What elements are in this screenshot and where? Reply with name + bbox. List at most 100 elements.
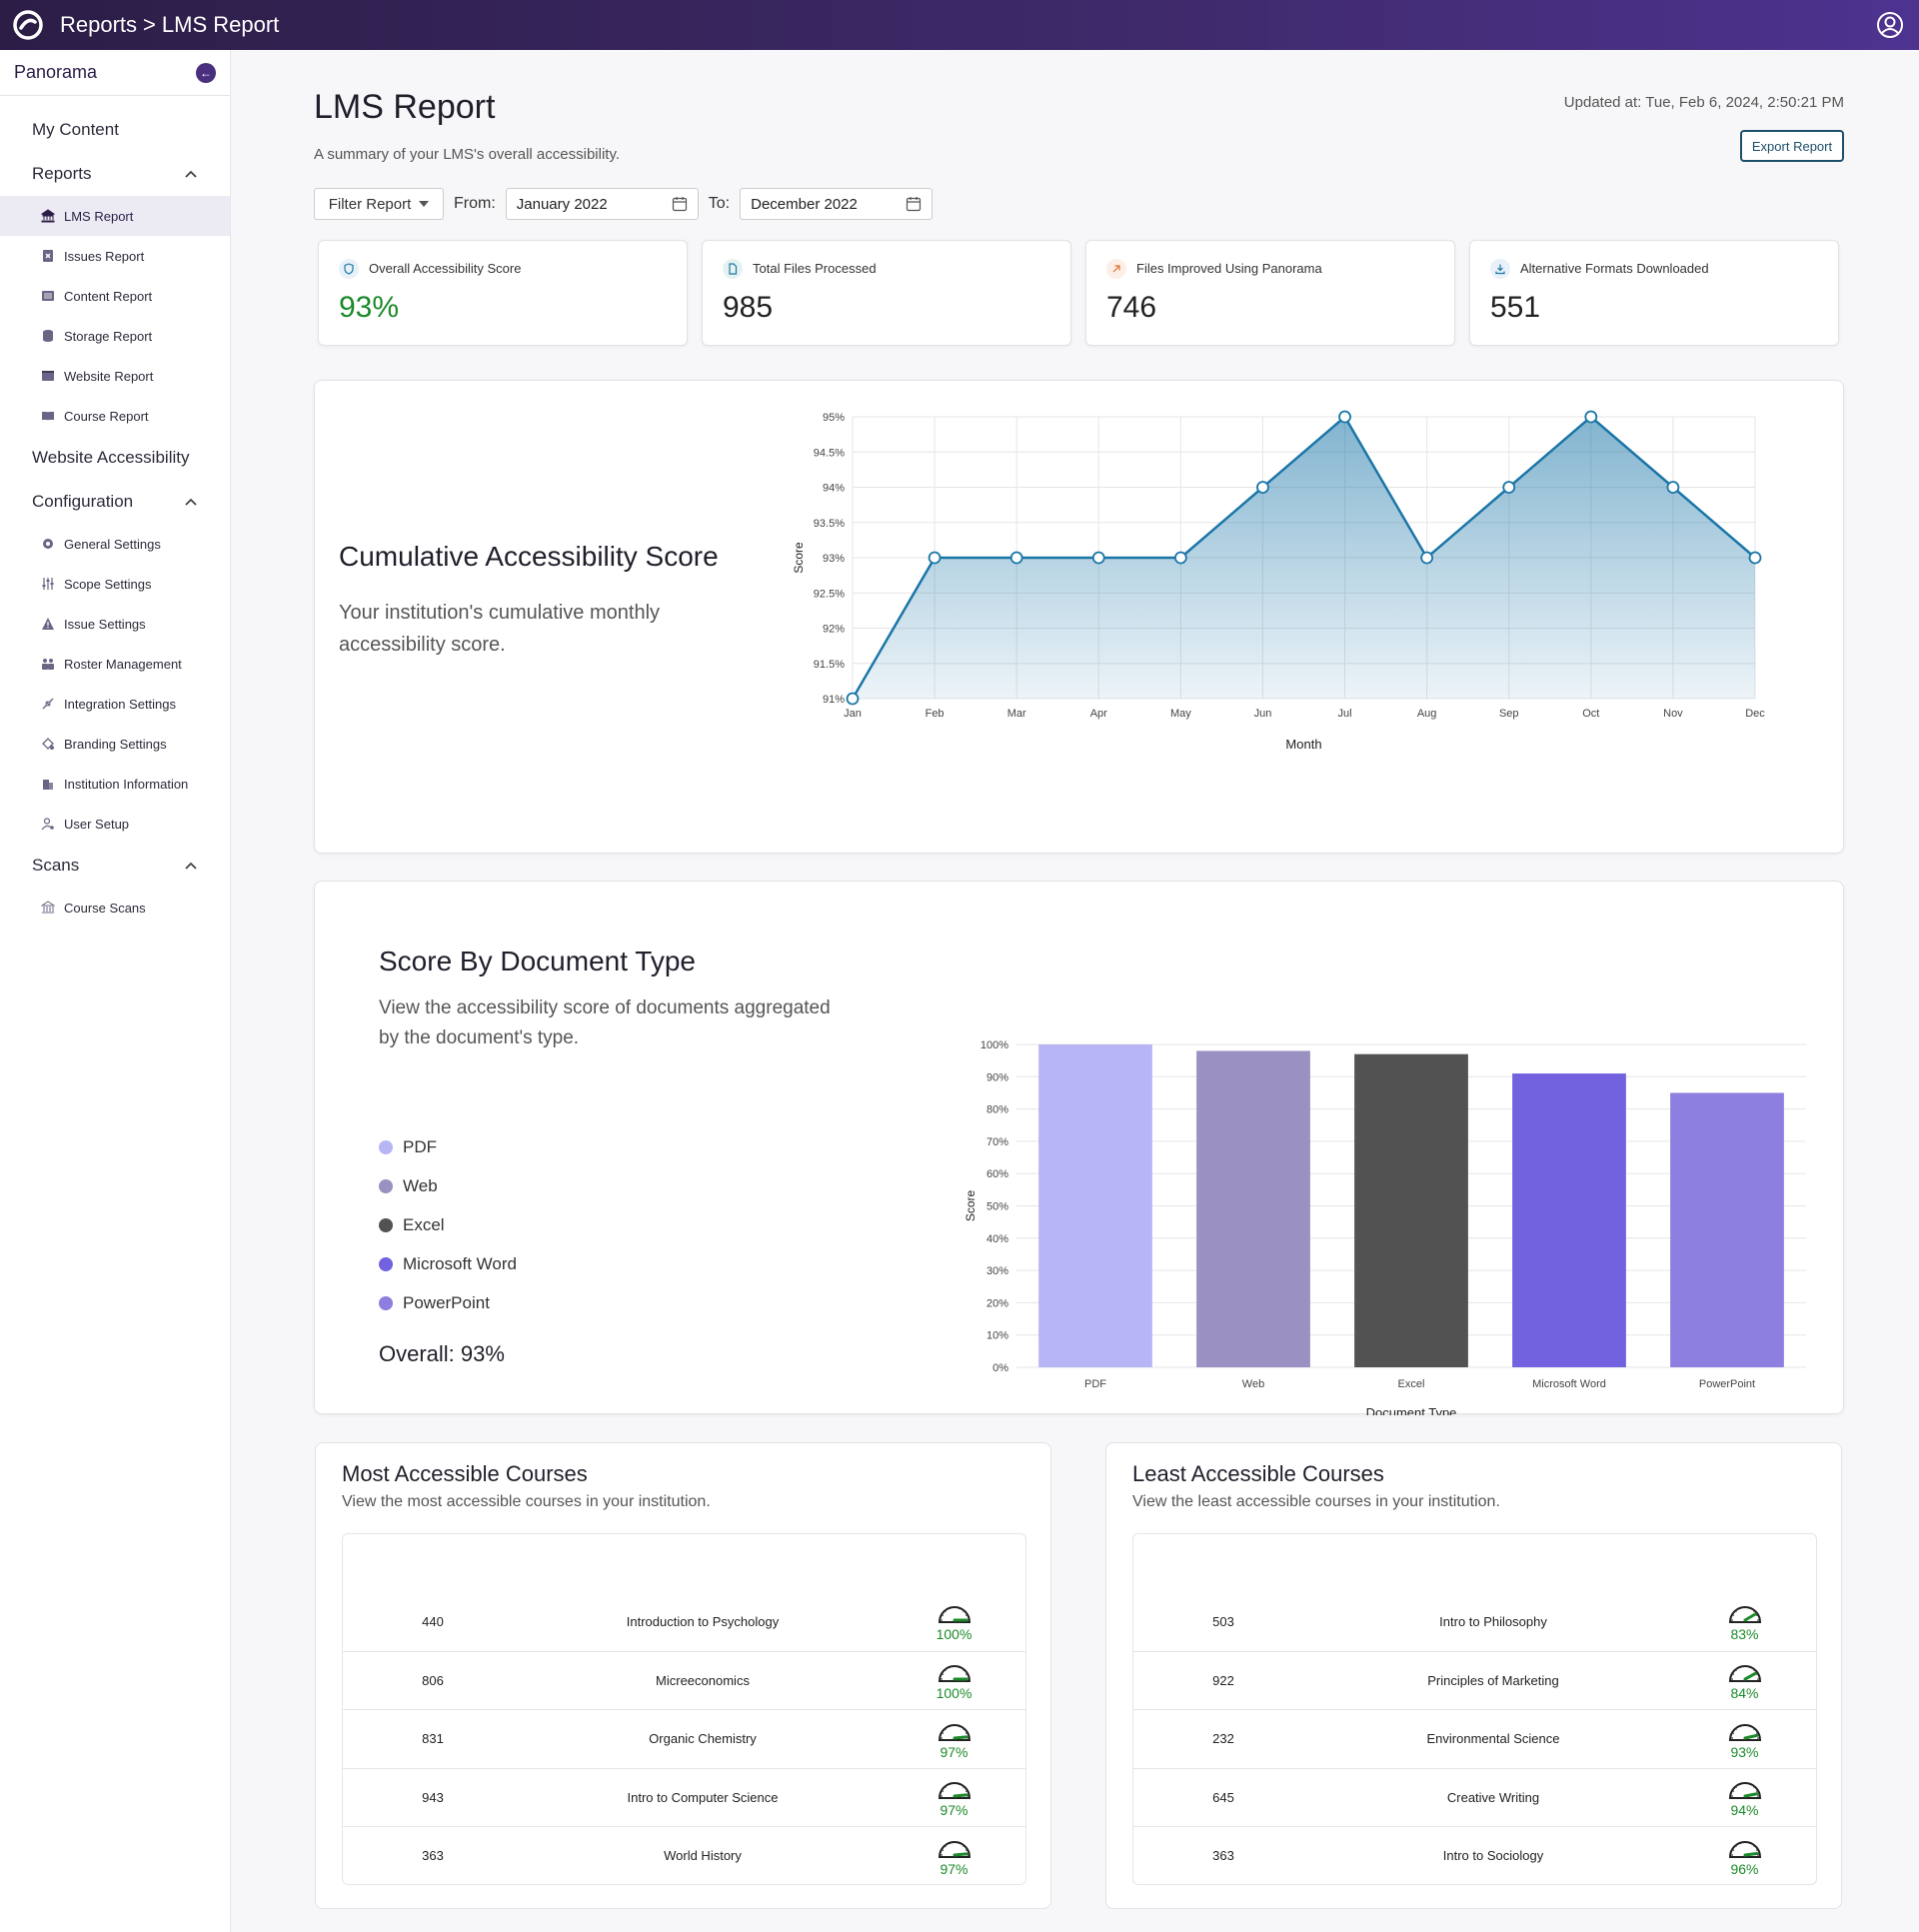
data-point [1338,410,1351,424]
to-date-input[interactable]: December 2022 [740,188,934,220]
table-row[interactable]: 363 World History 97% [343,1826,1025,1884]
stat-card-alt-formats: Alternative Formats Downloaded 551 [1469,240,1839,346]
warning-icon [40,616,56,632]
chevron-up-icon[interactable] [184,167,198,181]
y-tick-label: 80% [986,1104,1008,1116]
to-label: To: [708,195,731,212]
from-date-input[interactable]: January 2022 [505,188,699,220]
course-score-value: 96% [1730,1860,1759,1877]
y-tick-label: 40% [986,1233,1008,1245]
course-score-value: 84% [1730,1685,1759,1701]
gauge-icon [1728,1665,1761,1682]
table-row[interactable]: 831 Organic Chemistry 97% [343,1709,1025,1767]
data-point [1748,551,1762,565]
stat-card-files-improved: Files Improved Using Panorama 746 [1085,240,1455,346]
most-accessible-table: 440 Introduction to Psychology 100% 806 Micr… [342,1533,1026,1885]
table-row[interactable]: 943 Intro to Computer Science 97% [343,1767,1025,1826]
course-id: 440 [422,1613,444,1629]
least-accessible-title: Least Accessible Courses [1132,1461,1384,1486]
course-score: 96% [1673,1835,1816,1877]
sidebar-item-content-report[interactable]: Content Report [0,276,230,316]
course-id: 232 [1212,1731,1234,1746]
y-tick-label: 0% [992,1362,1008,1374]
table-row[interactable]: 440 Introduction to Psychology 100% [343,1592,1025,1650]
calendar-icon[interactable] [672,196,688,212]
legend-item-excel: Excel [379,1215,445,1235]
table-row[interactable]: 806 Micreeconomics 100% [343,1650,1025,1709]
y-tick-label: 50% [986,1201,1008,1213]
course-score: 100% [883,1600,1025,1642]
x-tick-label: Web [1242,1378,1264,1390]
data-point [1009,551,1023,565]
sidebar-item-website-report[interactable]: Website Report [0,356,230,396]
sidebar-item-my-content[interactable]: My Content [0,108,230,152]
sidebar-item-website-accessibility[interactable]: Website Accessibility [0,436,230,480]
course-score: 97% [883,1718,1025,1760]
sidebar-item-lms-report[interactable]: LMS Report [0,196,230,236]
cumulative-score-chart: 91% 91.5% 92% 92.5% 93% 93.5% 94% 94.5% 95% Jan Fe… [792,410,1765,752]
user-account-icon[interactable] [1875,10,1905,40]
sidebar-item-institution-information[interactable]: Institution Information [0,764,230,804]
sidebar-item-label: Course Report [64,408,149,424]
x-tick-label: Oct [1582,708,1599,720]
sidebar-item-issue-settings[interactable]: Issue Settings [0,604,230,644]
data-point [928,551,942,565]
sidebar-item-label: User Setup [64,816,130,832]
x-axis-label: Month [1285,737,1321,752]
y-tick-label: 93.5% [814,518,845,530]
chevron-up-icon[interactable] [184,495,198,509]
gear-icon [40,536,56,552]
sidebar-item-storage-report[interactable]: Storage Report [0,316,230,356]
gauge-icon [1728,1782,1761,1799]
sidebar-item-branding-settings[interactable]: Branding Settings [0,724,230,764]
sidebar-item-user-setup[interactable]: User Setup [0,804,230,844]
course-score-value: 97% [940,1802,968,1818]
sidebar-item-issues-report[interactable]: Issues Report [0,236,230,276]
course-score: 84% [1673,1659,1816,1701]
course-score-value: 97% [940,1860,968,1877]
table-row[interactable]: 922 Principles of Marketing 84% [1133,1650,1816,1709]
panorama-logo-icon[interactable] [10,7,46,43]
sidebar-item-course-report[interactable]: Course Report [0,396,230,436]
sidebar: Panorama ← My Content Reports LMS Report… [0,50,231,1932]
cumulative-title: Cumulative Accessibility Score [339,541,719,572]
sidebar-section-scans[interactable]: Scans [0,844,230,888]
gauge-icon [938,1665,970,1682]
table-row[interactable]: 503 Intro to Philosophy 83% [1133,1592,1816,1650]
export-report-button[interactable]: Export Report [1740,130,1844,162]
table-row[interactable]: 232 Environmental Science 93% [1133,1709,1816,1767]
data-point [1173,551,1187,565]
legend-swatch [379,1218,393,1232]
course-id: 503 [1212,1613,1234,1629]
legend-item-pdf: PDF [379,1137,437,1157]
sidebar-section-reports[interactable]: Reports [0,152,230,196]
least-accessible-courses-card: Least Accessible Courses View the least … [1105,1442,1842,1909]
sidebar-item-scope-settings[interactable]: Scope Settings [0,564,230,604]
table-row[interactable]: 645 Creative Writing 94% [1133,1767,1816,1826]
institution-outline-icon [40,900,56,916]
course-score: 83% [1673,1600,1816,1642]
building-icon [40,776,56,792]
sidebar-item-general-settings[interactable]: General Settings [0,524,230,564]
sidebar-item-course-scans[interactable]: Course Scans [0,888,230,928]
sidebar-nav: My Content Reports LMS Report Issues Rep… [0,96,230,928]
sidebar-item-roster-management[interactable]: Roster Management [0,644,230,684]
breadcrumb-parent[interactable]: Reports [60,12,138,37]
sidebar-item-integration-settings[interactable]: Integration Settings [0,684,230,724]
x-tick-label: Microsoft Word [1532,1378,1606,1390]
collapse-sidebar-icon[interactable]: ← [196,62,216,83]
y-tick-label: 91% [823,694,845,706]
x-tick-label: Dec [1745,708,1765,720]
chevron-up-icon[interactable] [184,859,198,873]
filter-report-dropdown[interactable]: Filter Report [314,188,444,220]
sidebar-item-label: Content Report [64,288,153,304]
course-name: Principles of Marketing [1427,1672,1559,1688]
stat-label: Files Improved Using Panorama [1136,261,1322,276]
bar [1038,1044,1152,1367]
sidebar-section-configuration[interactable]: Configuration [0,480,230,524]
users-icon [40,656,56,672]
calendar-icon[interactable] [906,196,922,212]
table-row[interactable]: 363 Intro to Sociology 96% [1133,1826,1816,1884]
course-name: Micreeconomics [656,1672,750,1688]
course-name: Introduction to Psychology [626,1613,780,1629]
